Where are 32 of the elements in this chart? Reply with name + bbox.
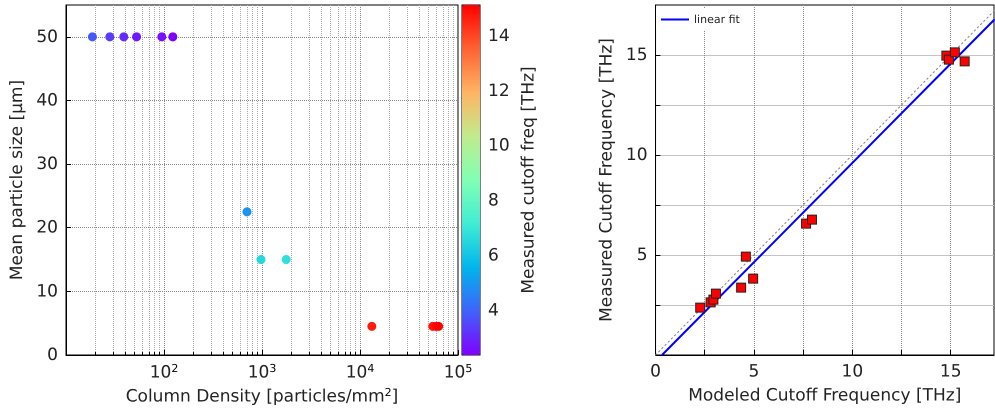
y-tick-label: 40 [36, 90, 58, 110]
point [806, 214, 817, 225]
y-tick-label: 10 [626, 145, 648, 165]
color-bar-label: 6 [488, 245, 499, 266]
point [950, 47, 960, 58]
point [695, 302, 706, 313]
color-bar-label: 14 [488, 26, 510, 46]
color-bar-label: 12 [488, 80, 510, 101]
color-bar-label: 10 [488, 136, 510, 156]
x-tick-label: 0 [650, 362, 661, 382]
y-tick-label: 10 [36, 281, 58, 302]
color-bar-label: 8 [488, 190, 499, 211]
x-tick-label: 5 [748, 362, 760, 382]
y-tick-label: 20 [36, 218, 58, 238]
point [736, 282, 746, 293]
color-bar-label: 4 [488, 300, 499, 320]
x-tick-label: 15 [940, 362, 962, 382]
legend-label: linear fit [694, 13, 741, 26]
y-tick-label: 50 [36, 26, 58, 47]
y-tick-label: 30 [36, 154, 58, 174]
color-bar-title: Measured cutoff freq [THz] [518, 66, 538, 294]
y-tick-label: 15 [626, 45, 648, 65]
y-tick-label: 5 [636, 245, 648, 265]
y-axis-title: Measured Cutoff Frequency [THz] [596, 38, 616, 322]
y-axis-title: Mean particle size [μm] [6, 80, 27, 280]
point [710, 288, 721, 299]
point [740, 252, 751, 262]
point [960, 56, 970, 66]
point [748, 274, 758, 284]
x-axis-title: Modeled Cutoff Frequency [THz] [688, 386, 962, 406]
y-tick-label: 0 [47, 345, 58, 365]
x-tick-label: 10 [841, 362, 864, 382]
